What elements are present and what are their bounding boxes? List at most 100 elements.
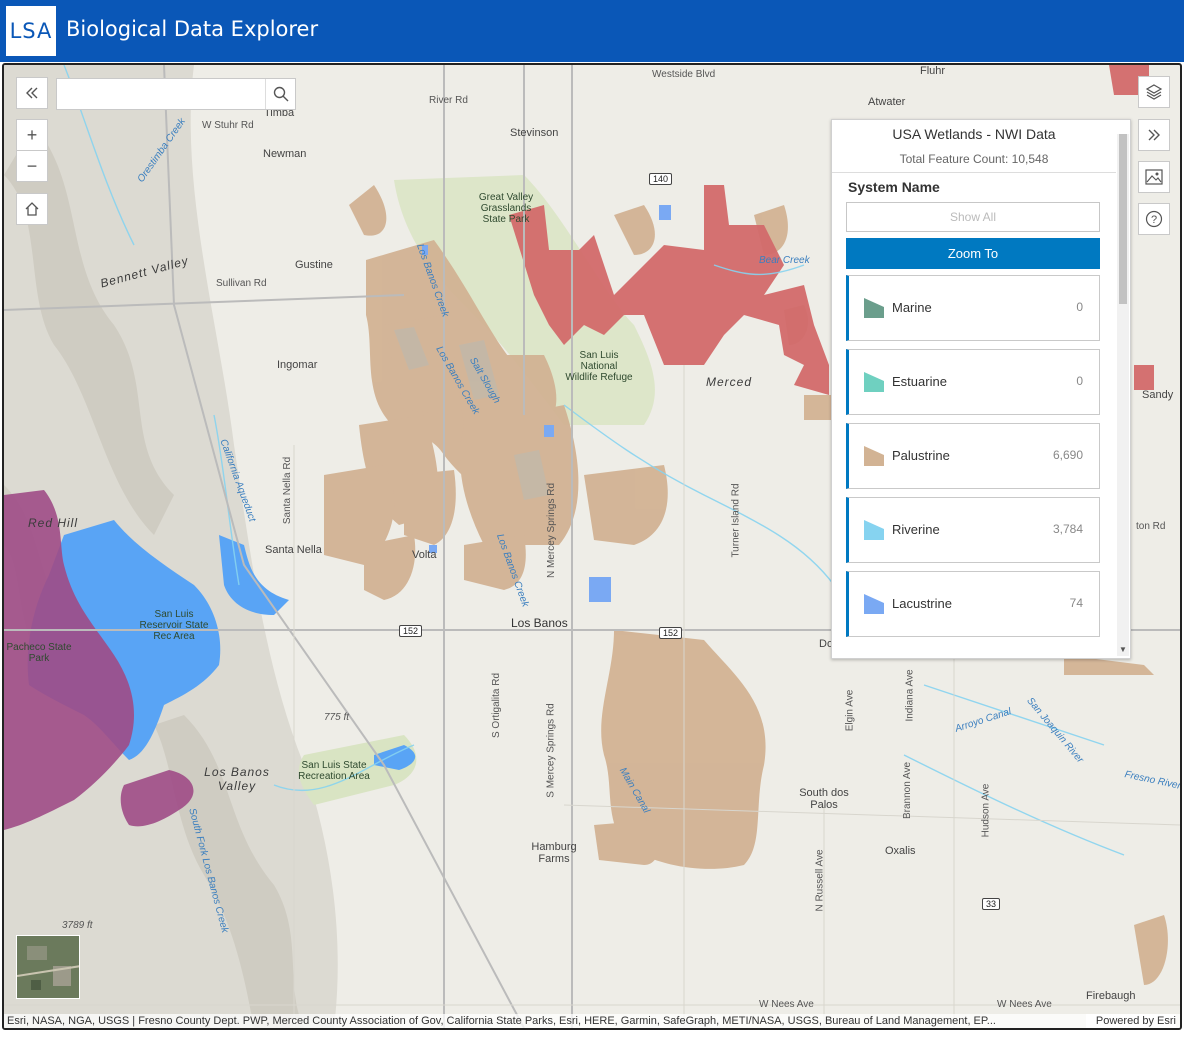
section-title: System Name (848, 179, 940, 195)
double-chevron-left-icon (26, 87, 38, 99)
map-label-santa-nella-rd: Santa Nella Rd (282, 456, 294, 525)
map-label-ton-rd: ton Rd (1136, 521, 1166, 532)
scroll-down-arrow-icon[interactable]: ▼ (1119, 645, 1127, 654)
riverine-swatch-icon (864, 520, 884, 540)
map-label-gustine: Gustine (295, 259, 333, 271)
satellite-thumbnail-icon (17, 936, 79, 998)
basemap[interactable] (4, 65, 1180, 1028)
map-label-s-mercey: S Mercey Springs Rd (545, 703, 557, 798)
zoom-to-button[interactable]: Zoom To (846, 238, 1100, 269)
map-label-san-luis-nwr: San Luis National Wildlife Refuge (565, 350, 633, 383)
map-label-atwater: Atwater (868, 96, 906, 108)
category-label: Estuarine (892, 374, 947, 389)
zoom-in-button[interactable]: + (16, 119, 48, 151)
category-count: 74 (1069, 596, 1083, 610)
attribution-text: Esri, NASA, NGA, USGS | Fresno County De… (7, 1015, 996, 1027)
double-chevron-right-icon (1148, 129, 1160, 141)
expand-panel-button[interactable] (1138, 119, 1170, 151)
map-label-los-banos-valley: Los Banos Valley (204, 765, 270, 793)
map-view[interactable]: Westside Blvd Fluhr River Rd Timba Atwat… (2, 63, 1182, 1030)
map-label-santa-nella: Santa Nella (265, 544, 322, 556)
map-label-firebaugh: Firebaugh (1086, 990, 1136, 1002)
zoom-out-button[interactable]: − (16, 150, 48, 182)
purple-area-redhill (4, 490, 134, 830)
map-label-great-valley: Great Valley Grasslands State Park (478, 192, 534, 225)
category-label: Riverine (892, 522, 940, 537)
panel-divider (832, 172, 1116, 173)
map-label-south-dos-palos: South dos Palos (799, 787, 849, 811)
map-label-w-stuhr-rd: W Stuhr Rd (202, 120, 254, 131)
map-label-brannon: Brannon Ave (902, 761, 914, 820)
estuarine-swatch-icon (864, 372, 884, 392)
lsa-logo: LSA (6, 6, 56, 56)
hill-shade-1 (4, 125, 174, 535)
category-palustrine[interactable]: Palustrine 6,690 (846, 423, 1100, 489)
map-label-elgin: Elgin Ave (844, 689, 856, 732)
map-attribution: Esri, NASA, NGA, USGS | Fresno County De… (4, 1014, 1180, 1028)
map-label-volta: Volta (412, 549, 437, 561)
app-header: LSA Biological Data Explorer (0, 0, 1184, 62)
minor-roads (4, 365, 1180, 1028)
help-button[interactable]: ? (1138, 203, 1170, 235)
map-label-indiana: Indiana Ave (904, 669, 916, 722)
home-button[interactable] (16, 193, 48, 225)
lacustrine-swatch-icon (864, 594, 884, 614)
map-label-los-banos: Los Banos (511, 616, 568, 630)
map-label-n-russell: N Russell Ave (814, 849, 826, 912)
layers-icon (1145, 84, 1163, 100)
map-label-stevinson: Stevinson (510, 127, 559, 139)
category-count: 0 (1076, 300, 1083, 314)
map-label-bear-creek: Bear Creek (759, 255, 810, 266)
map-label-sandy: Sandy (1142, 389, 1174, 401)
map-label-sullivan-rd: Sullivan Rd (216, 278, 267, 289)
help-icon: ? (1145, 210, 1163, 228)
search-widget[interactable] (56, 78, 296, 110)
lacustrine-lakes (422, 205, 671, 602)
basemap-button[interactable] (1138, 161, 1170, 193)
palustrine-swatch-icon (864, 446, 884, 466)
show-all-button[interactable]: Show All (846, 202, 1100, 232)
image-icon (1145, 169, 1163, 185)
map-label-w-nees-ave-a: W Nees Ave (759, 999, 814, 1010)
layers-button[interactable] (1138, 76, 1170, 108)
category-marine[interactable]: Marine 0 (846, 275, 1100, 341)
map-label-n-mercey: N Mercey Springs Rd (546, 482, 558, 579)
scrollbar-thumb[interactable] (1119, 134, 1127, 304)
map-label-hwy140: 140 (649, 173, 673, 185)
collapse-panel-button[interactable] (16, 77, 48, 109)
map-label-w-nees-ave-b: W Nees Ave (997, 999, 1052, 1010)
map-label-elev775: 775 ft (324, 712, 350, 723)
category-label: Lacustrine (892, 596, 952, 611)
marine-swatch-icon (864, 298, 884, 318)
category-count: 3,784 (1052, 522, 1083, 536)
category-label: Palustrine (892, 448, 950, 463)
map-label-elev3789: 3789 ft (62, 920, 93, 931)
category-label: Marine (892, 300, 932, 315)
category-riverine[interactable]: Riverine 3,784 (846, 497, 1100, 563)
search-button[interactable] (265, 79, 295, 109)
map-label-oxalis: Oxalis (885, 845, 916, 857)
panel-scrollbar[interactable]: ▼ (1117, 134, 1129, 656)
category-lacustrine[interactable]: Lacustrine 74 (846, 571, 1100, 637)
map-label-timba: Timba (264, 107, 295, 119)
map-label-do: Do (819, 638, 834, 650)
category-estuarine[interactable]: Estuarine 0 (846, 349, 1100, 415)
map-label-turner-island: Turner Island Rd (730, 483, 742, 558)
category-count: 6,690 (1052, 448, 1083, 462)
map-label-slsra: San Luis State Recreation Area (298, 760, 370, 782)
hatched-wetlands (394, 327, 549, 500)
app-title: Biological Data Explorer (66, 17, 319, 41)
search-icon (273, 86, 288, 102)
home-icon (25, 202, 39, 216)
basemap-gallery-thumbnail[interactable] (16, 935, 80, 999)
map-label-pacheco: Pacheco State Park (6, 642, 72, 664)
map-label-hamburg-farms: Hamburg Farms (531, 841, 577, 865)
map-label-merced: Merced (706, 375, 753, 389)
map-label-hudson: Hudson Ave (980, 783, 992, 838)
map-label-hwy152a: 152 (399, 625, 423, 637)
map-label-river-rd: River Rd (429, 95, 468, 106)
map-label-s-ortigalita: S Ortigalita Rd (491, 672, 503, 739)
svg-text:?: ? (1151, 214, 1157, 226)
search-input[interactable] (57, 79, 265, 109)
powered-by-esri[interactable]: Powered by Esri (1085, 1014, 1176, 1028)
